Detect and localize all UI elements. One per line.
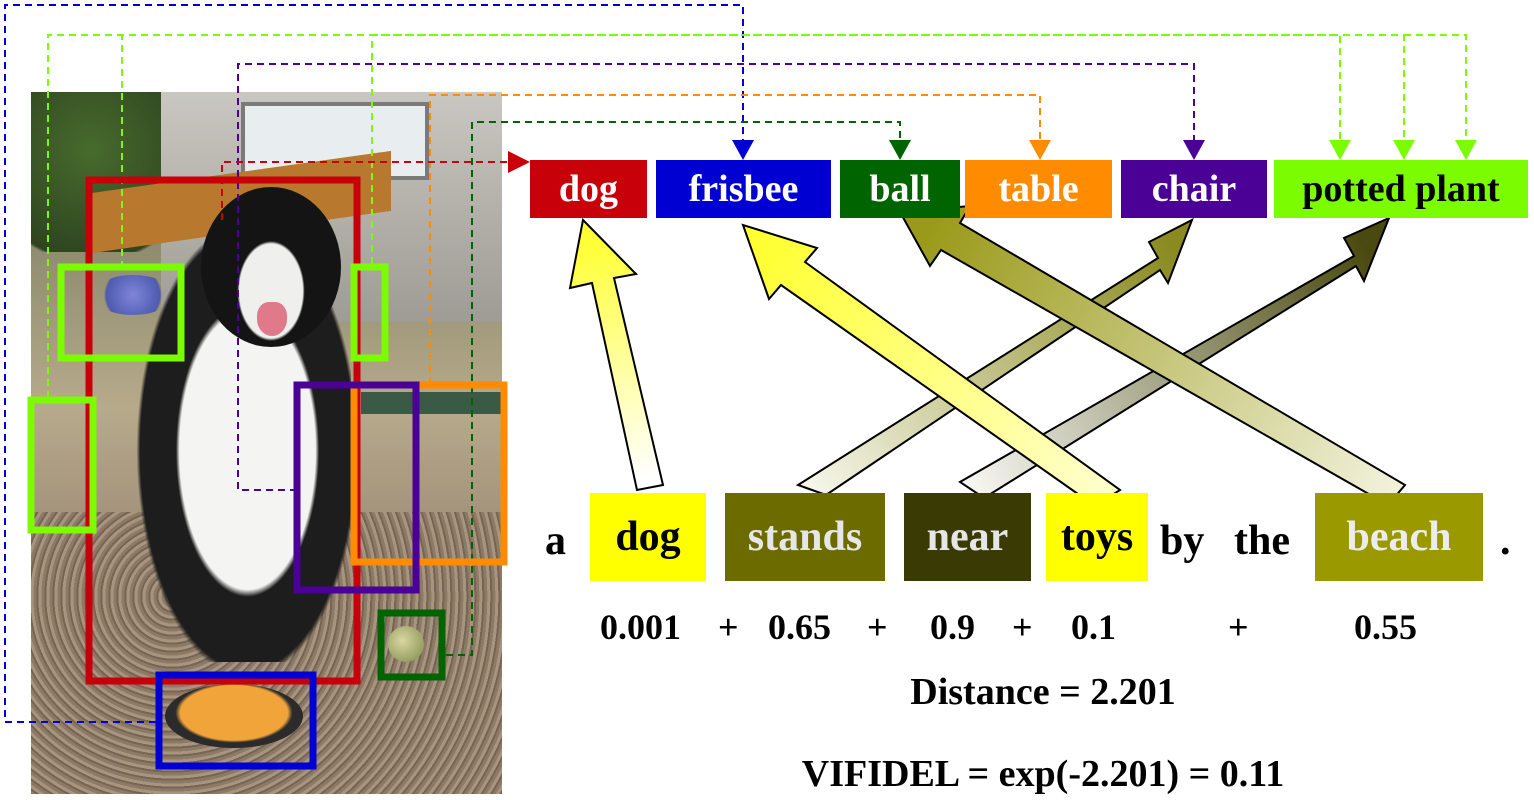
word-near: near — [904, 493, 1031, 581]
frisbee-bbox — [155, 671, 317, 770]
table-bbox — [350, 381, 508, 566]
plant-arrowhead-2 — [1393, 140, 1415, 160]
score-beach: 0.55 — [1354, 607, 1417, 647]
label-chair: chair — [1121, 160, 1267, 218]
vifidel-formula: VIFIDEL = exp(-2.201) = 0.11 — [801, 753, 1285, 795]
label-table: table — [965, 160, 1112, 218]
frisbee-arrowhead — [732, 140, 754, 160]
label-dog: dog — [530, 160, 647, 218]
plant-bbox-1 — [57, 263, 185, 362]
dog-photo — [31, 92, 502, 794]
ball-arrowhead — [889, 140, 911, 160]
garden-table — [361, 392, 502, 414]
label-potted-plant: potted plant — [1274, 160, 1528, 218]
plant-bbox-2 — [350, 263, 389, 362]
plant-connector-3 — [371, 34, 1405, 264]
arrow-dog-to-dog — [568, 217, 665, 492]
arrow-beach-to-ball — [898, 204, 1407, 507]
plus-operator: + — [867, 607, 888, 647]
chair-connector — [237, 63, 1195, 491]
word-stands: stands — [725, 493, 885, 581]
plant-arrowhead-1 — [1329, 140, 1351, 160]
dog-tongue — [257, 302, 287, 336]
plant-connector-4 — [1404, 34, 1467, 150]
ball-connector — [446, 121, 901, 656]
plant-bbox-3 — [27, 396, 97, 534]
score-dog: 0.001 — [600, 607, 681, 647]
label-frisbee: frisbee — [656, 160, 831, 218]
chair-bbox — [293, 381, 420, 594]
frisbee-object — [165, 684, 303, 748]
plant-connector-1 — [47, 34, 1341, 398]
arrow-stands-to-chair — [795, 217, 1194, 497]
word-toys: toys — [1046, 493, 1148, 581]
plant-arrowhead-3 — [1455, 140, 1477, 160]
arrow-toys-to-frisbee — [741, 223, 1122, 508]
plus-operator: + — [1012, 607, 1033, 647]
word-period: . — [1500, 518, 1511, 564]
dog-arrowhead — [508, 151, 530, 173]
dog-bbox — [85, 176, 361, 685]
frisbee-connector — [4, 4, 744, 723]
plus-operator: + — [718, 607, 739, 647]
chair-arrowhead — [1183, 140, 1205, 160]
plus-operator: + — [1228, 607, 1249, 647]
word-the: the — [1234, 518, 1290, 564]
score-stands: 0.65 — [768, 607, 831, 647]
word-a: a — [545, 518, 566, 564]
ball-bbox — [377, 609, 446, 681]
word-beach: beach — [1315, 493, 1483, 581]
ball-object — [388, 626, 424, 662]
table-arrowhead — [1029, 140, 1051, 160]
score-near: 0.9 — [930, 607, 975, 647]
table-connector — [429, 94, 1041, 384]
word-by: by — [1160, 518, 1205, 564]
word-dog: dog — [590, 493, 706, 581]
dog-connector — [221, 161, 520, 220]
distance-formula: Distance = 2.201 — [910, 671, 1176, 713]
score-toys: 0.1 — [1071, 607, 1116, 647]
label-ball: ball — [840, 160, 960, 218]
